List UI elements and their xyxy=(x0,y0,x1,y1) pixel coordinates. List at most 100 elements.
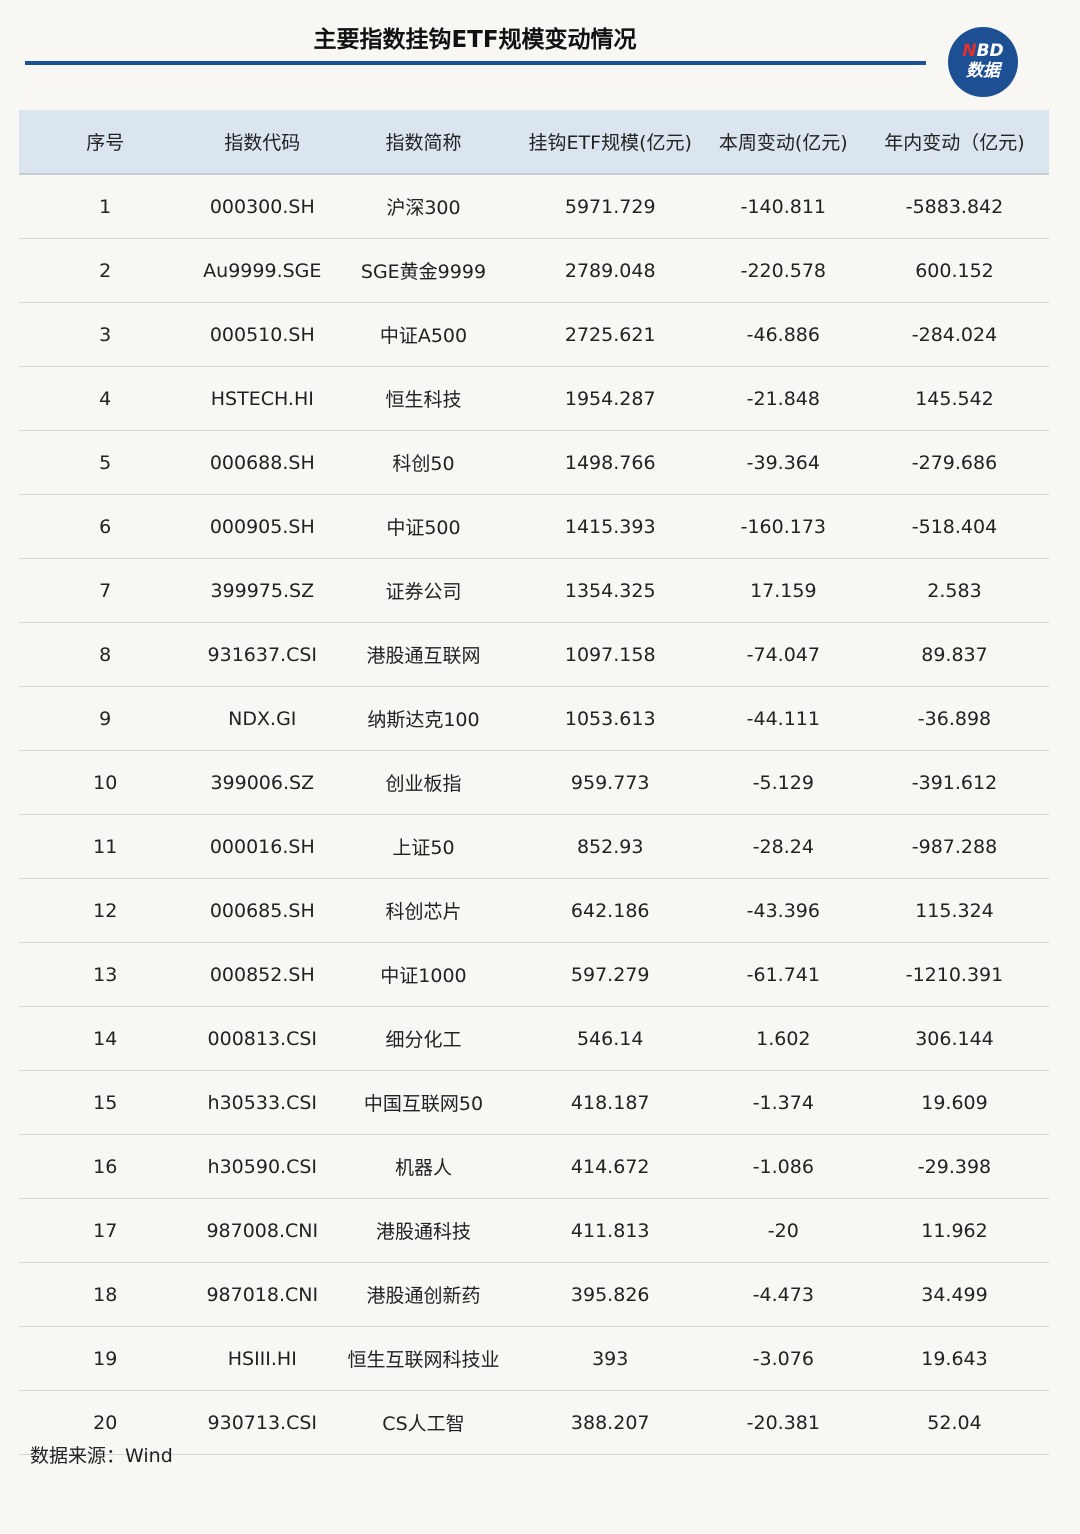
table-cell: -1.086 xyxy=(706,1134,860,1199)
table-cell: 19.609 xyxy=(859,1070,1049,1135)
title-divider xyxy=(25,61,926,65)
column-header: 挂钩ETF规模(亿元) xyxy=(513,110,707,175)
table-row: 13 000852.SH 中证1000 597.279 -61.741 -1210.391 xyxy=(19,942,1049,1007)
table-cell: 科创50 xyxy=(333,430,514,495)
table-cell: 418.187 xyxy=(513,1070,707,1135)
table-row: 17 987008.CNI 港股通科技 411.813 -20 11.962 xyxy=(19,1198,1049,1263)
table-cell: 16 xyxy=(19,1134,192,1199)
table-cell: -44.111 xyxy=(706,686,860,751)
table-cell: 000016.SH xyxy=(191,814,334,879)
table-cell: 000510.SH xyxy=(191,302,334,367)
table-cell: 597.279 xyxy=(513,942,707,1007)
table-cell: 12 xyxy=(19,878,192,943)
table-cell: 000905.SH xyxy=(191,494,334,559)
table-cell: 20 xyxy=(19,1390,192,1455)
table-cell: -3.076 xyxy=(706,1326,860,1391)
table-cell: 纳斯达克100 xyxy=(333,686,514,751)
table-cell: -987.288 xyxy=(859,814,1049,879)
table-cell: 2725.621 xyxy=(513,302,707,367)
table-cell: 沪深300 xyxy=(333,174,514,239)
table-cell: 52.04 xyxy=(859,1390,1049,1455)
table-cell: 港股通创新药 xyxy=(333,1262,514,1327)
table-header-row: 序号 指数代码 指数简称 挂钩ETF规模(亿元) 本周变动(亿元) 年内变动（亿元) xyxy=(19,110,1049,175)
table-row: 1 000300.SH 沪深300 5971.729 -140.811 -5883.842 xyxy=(19,174,1049,239)
table-cell: 34.499 xyxy=(859,1262,1049,1327)
table-cell: 987008.CNI xyxy=(191,1198,334,1263)
table-cell: -28.24 xyxy=(706,814,860,879)
table-cell: 2 xyxy=(19,238,192,303)
table-cell: SGE黄金9999 xyxy=(333,238,514,303)
table-cell: 中证500 xyxy=(333,494,514,559)
table-row: 2 Au9999.SGE SGE黄金9999 2789.048 -220.578 600.… xyxy=(19,238,1049,303)
table-cell: -518.404 xyxy=(859,494,1049,559)
table-cell: 1053.613 xyxy=(513,686,707,751)
table-cell: 306.144 xyxy=(859,1006,1049,1071)
table-cell: -74.047 xyxy=(706,622,860,687)
page-title: 主要指数挂钩ETF规模变动情况 xyxy=(313,27,637,53)
table-cell: 11.962 xyxy=(859,1198,1049,1263)
table-cell: 000852.SH xyxy=(191,942,334,1007)
table-cell: HSIII.HI xyxy=(191,1326,334,1391)
table-cell: 931637.CSI xyxy=(191,622,334,687)
table-cell: 18 xyxy=(19,1262,192,1327)
table-cell: -36.898 xyxy=(859,686,1049,751)
table-cell: 10 xyxy=(19,750,192,815)
column-header: 序号 xyxy=(19,110,192,175)
table-cell: -284.024 xyxy=(859,302,1049,367)
table-cell: 395.826 xyxy=(513,1262,707,1327)
table-row: 7 399975.SZ 证券公司 1354.325 17.159 2.583 xyxy=(19,558,1049,623)
table-cell: 1097.158 xyxy=(513,622,707,687)
table-cell: 115.324 xyxy=(859,878,1049,943)
table-row: 12 000685.SH 科创芯片 642.186 -43.396 115.324 xyxy=(19,878,1049,943)
table-cell: 1 xyxy=(19,174,192,239)
table-row: 20 930713.CSI CS人工智 388.207 -20.381 52.04 xyxy=(19,1390,1049,1455)
table-cell: -1.374 xyxy=(706,1070,860,1135)
table-row: 9 NDX.GI 纳斯达克100 1053.613 -44.111 -36.898 xyxy=(19,686,1049,751)
table-cell: 13 xyxy=(19,942,192,1007)
table-cell: 创业板指 xyxy=(333,750,514,815)
table-cell: 11 xyxy=(19,814,192,879)
table-cell: -279.686 xyxy=(859,430,1049,495)
table-cell: -61.741 xyxy=(706,942,860,1007)
table-cell: 中证A500 xyxy=(333,302,514,367)
table-cell: h30533.CSI xyxy=(191,1070,334,1135)
table-cell: 1354.325 xyxy=(513,558,707,623)
table-row: 6 000905.SH 中证500 1415.393 -160.173 -518.404 xyxy=(19,494,1049,559)
table-cell: CS人工智 xyxy=(333,1390,514,1455)
table-cell: 5 xyxy=(19,430,192,495)
table-cell: 恒生科技 xyxy=(333,366,514,431)
table-cell: 恒生互联网科技业 xyxy=(333,1326,514,1391)
table-cell: 19.643 xyxy=(859,1326,1049,1391)
table-cell: 399975.SZ xyxy=(191,558,334,623)
table-row: 4 HSTECH.HI 恒生科技 1954.287 -21.848 145.542 xyxy=(19,366,1049,431)
table-cell: 15 xyxy=(19,1070,192,1135)
nbd-data-logo: NBD 数据 xyxy=(948,27,1018,97)
table-cell: 987018.CNI xyxy=(191,1262,334,1327)
table-cell: 4 xyxy=(19,366,192,431)
table-cell: 000685.SH xyxy=(191,878,334,943)
table-cell: 1.602 xyxy=(706,1006,860,1071)
table-cell: -5883.842 xyxy=(859,174,1049,239)
table-cell: 000688.SH xyxy=(191,430,334,495)
column-header: 本周变动(亿元) xyxy=(706,110,860,175)
table-row: 18 987018.CNI 港股通创新药 395.826 -4.473 34.499 xyxy=(19,1262,1049,1327)
table-cell: 89.837 xyxy=(859,622,1049,687)
table-cell: -20 xyxy=(706,1198,860,1263)
table-cell: 959.773 xyxy=(513,750,707,815)
table-cell: 399006.SZ xyxy=(191,750,334,815)
table-cell: 港股通互联网 xyxy=(333,622,514,687)
table-cell: 000813.CSI xyxy=(191,1006,334,1071)
column-header: 年内变动（亿元) xyxy=(859,110,1049,175)
column-header: 指数简称 xyxy=(333,110,514,175)
table-cell: -391.612 xyxy=(859,750,1049,815)
table-cell: 411.813 xyxy=(513,1198,707,1263)
table-cell: 414.672 xyxy=(513,1134,707,1199)
table-cell: 2.583 xyxy=(859,558,1049,623)
table-cell: 17.159 xyxy=(706,558,860,623)
table-cell: 145.542 xyxy=(859,366,1049,431)
data-source: 数据来源：Wind xyxy=(30,1445,173,1467)
table-cell: 1498.766 xyxy=(513,430,707,495)
table-row: 5 000688.SH 科创50 1498.766 -39.364 -279.686 xyxy=(19,430,1049,495)
table-cell: HSTECH.HI xyxy=(191,366,334,431)
table-row: 8 931637.CSI 港股通互联网 1097.158 -74.047 89.837 xyxy=(19,622,1049,687)
